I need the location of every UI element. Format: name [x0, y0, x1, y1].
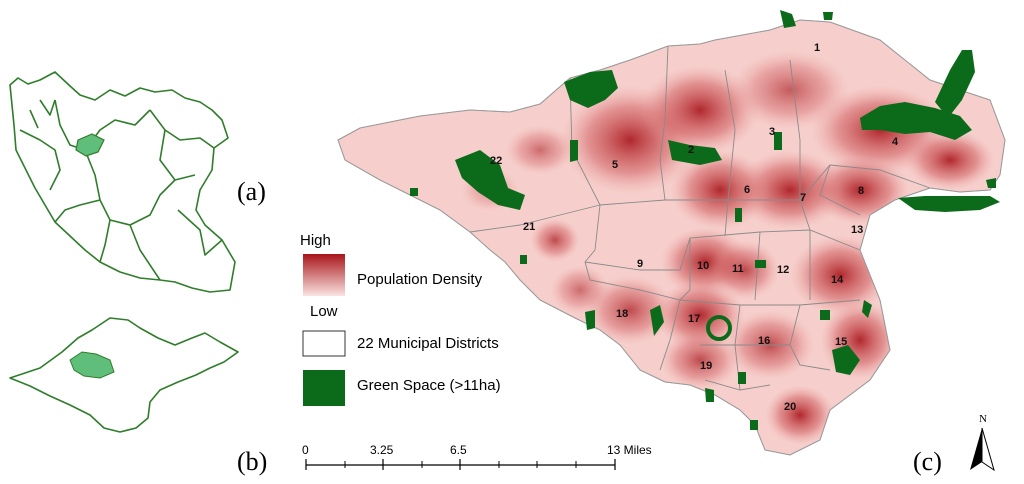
city-outline	[337, 19, 1006, 456]
tehran-city-highlight	[69, 351, 115, 379]
scale-tick-1: 3.25	[370, 443, 394, 457]
district-label: 19	[700, 360, 712, 372]
north-label: N	[979, 413, 987, 425]
district-label: 18	[616, 308, 628, 320]
legend-low-label: Low	[310, 303, 338, 320]
district-label: 20	[784, 401, 796, 413]
north-arrow: N	[970, 413, 995, 472]
district-label: 7	[800, 192, 806, 204]
panel-label-c: (c)	[913, 447, 942, 476]
legend-density-label: Population Density	[357, 271, 483, 288]
iran-map	[9, 71, 236, 293]
density-color-swatch	[303, 254, 345, 296]
district-label: 17	[688, 313, 700, 325]
district-label: 6	[744, 184, 750, 196]
panel-label-b: (b)	[237, 447, 267, 476]
scale-tick-3: 13 Miles	[607, 443, 652, 457]
tehran-province-outline	[9, 317, 239, 433]
green-space-swatch	[303, 370, 345, 406]
district-label: 15	[835, 336, 847, 348]
tehran-city-map: 1 2 3 4 5 6 7 8 9 10 11 12 13 14 15 16 1…	[337, 10, 1006, 456]
scale-bar: 0 3.25 6.5 13 Miles	[302, 443, 652, 470]
ring-park	[706, 315, 732, 341]
legend-high-label: High	[300, 232, 331, 249]
scale-tick-2: 6.5	[450, 443, 467, 457]
district-label: 4	[892, 136, 899, 148]
district-label: 16	[758, 335, 770, 347]
map-legend: High Low Population Density 22 Municipal…	[300, 232, 501, 406]
tehran-province-highlight	[75, 133, 105, 157]
district-label: 5	[612, 159, 618, 171]
district-label: 10	[697, 260, 709, 272]
district-swatch	[302, 330, 346, 357]
district-label: 9	[637, 258, 643, 270]
scale-tick-0: 0	[302, 443, 309, 457]
legend-districts-label: 22 Municipal Districts	[357, 335, 499, 352]
district-label: 21	[523, 221, 535, 233]
district-label: 2	[688, 144, 694, 156]
legend-green-label: Green Space (>11ha)	[357, 377, 501, 394]
district-label: 14	[831, 274, 844, 286]
district-label: 1	[814, 42, 820, 54]
green-spaces	[410, 10, 1000, 430]
panel-label-a: (a)	[237, 177, 266, 206]
district-label: 11	[732, 263, 744, 275]
district-label: 3	[769, 126, 775, 138]
district-label: 8	[858, 185, 864, 197]
district-boundaries	[469, 45, 931, 391]
district-labels: 1 2 3 4 5 6 7 8 9 10 11 12 13 14 15 16 1…	[490, 42, 899, 413]
district-label: 13	[851, 224, 863, 236]
district-label: 12	[777, 264, 789, 276]
district-label: 22	[490, 155, 502, 167]
